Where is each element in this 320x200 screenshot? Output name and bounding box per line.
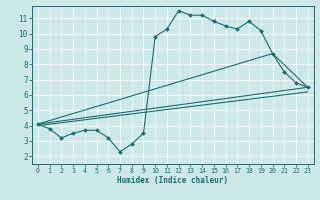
X-axis label: Humidex (Indice chaleur): Humidex (Indice chaleur) <box>117 176 228 185</box>
